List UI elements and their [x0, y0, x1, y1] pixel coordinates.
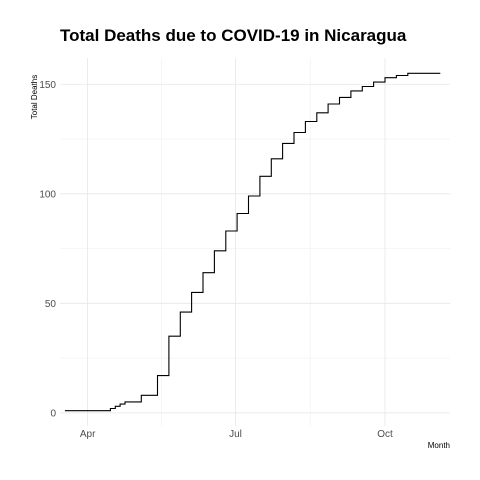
grid-layer	[60, 58, 450, 426]
x-axis-title: Month	[428, 441, 450, 450]
series-line	[64, 72, 441, 412]
y-tick-label: 150	[39, 80, 56, 91]
line-layer	[64, 72, 441, 412]
y-tick-label: 50	[45, 299, 57, 310]
y-axis-title: Total Deaths	[30, 75, 39, 119]
y-tick-label: 100	[39, 189, 56, 200]
x-tick-label: Oct	[377, 429, 393, 440]
x-tick-label: Apr	[80, 429, 96, 440]
chart-title: Total Deaths due to COVID-19 in Nicaragu…	[60, 26, 407, 45]
y-tick-label: 0	[50, 408, 56, 419]
tick-layer: 0 50 100 150 Apr Jul Oct	[39, 80, 393, 440]
x-tick-label: Jul	[229, 429, 242, 440]
